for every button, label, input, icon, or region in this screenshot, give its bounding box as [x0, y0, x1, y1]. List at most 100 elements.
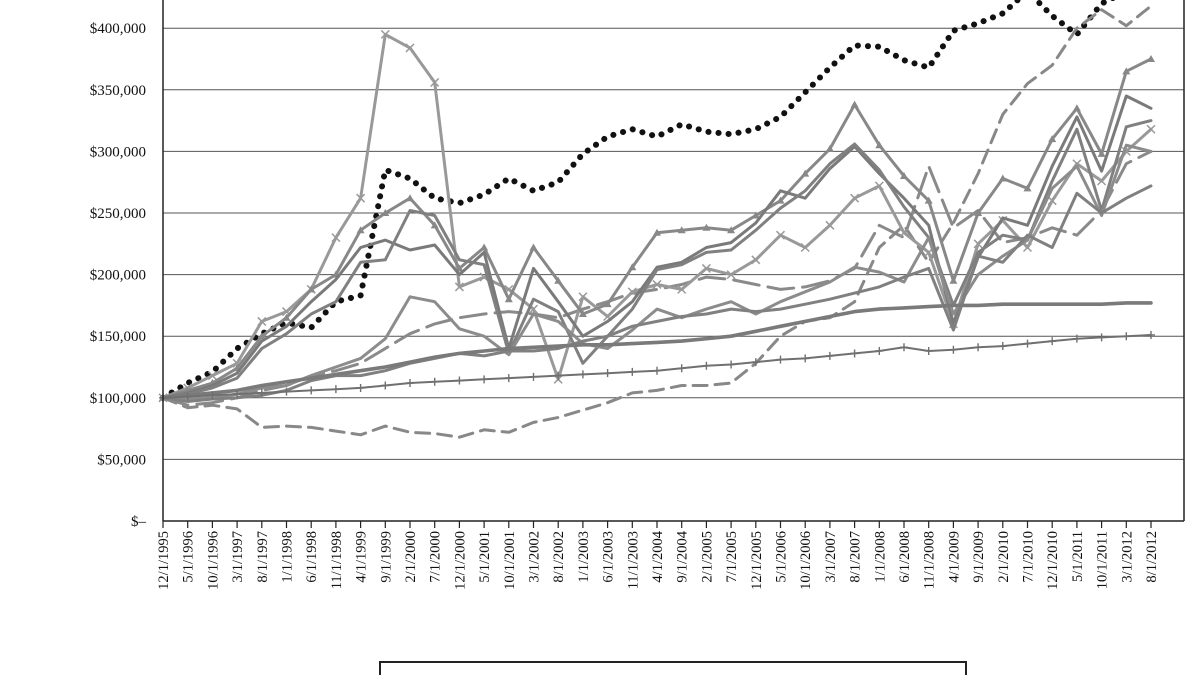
plus-marker [653, 366, 661, 375]
triangle-marker [455, 264, 464, 272]
x-tick-label: 11/1/2008 [922, 531, 938, 589]
x-axis-tick-labels: 12/1/1995 5/1/1996 10/1/1996 3/1/1997 8/1/19… [156, 530, 1160, 590]
triangle-marker [653, 228, 661, 236]
plus-marker [1122, 332, 1131, 341]
triangle-marker [406, 194, 414, 202]
plus-marker [850, 349, 859, 358]
plus-marker [998, 342, 1007, 351]
plus-marker [801, 354, 810, 363]
plus-marker [974, 343, 983, 352]
plus-marker [1147, 330, 1155, 339]
x-tick-label: 9/1/2004 [675, 530, 691, 582]
triangle-marker [702, 223, 711, 231]
plus-marker [603, 369, 612, 378]
triangle-marker [1147, 55, 1155, 62]
triangle-marker [974, 209, 983, 216]
x-tick-label: 7/1/2010 [1021, 531, 1037, 583]
triangle-marker [751, 211, 760, 219]
triangle-marker [480, 243, 489, 251]
series-11 [159, 330, 1155, 402]
plus-marker [282, 387, 291, 396]
x-tick-label: 1/1/2008 [872, 531, 888, 583]
triangle-marker [850, 100, 859, 108]
x-marker [1146, 124, 1156, 134]
plus-marker [381, 381, 390, 390]
x-tick-label: 6/1/2008 [897, 531, 913, 583]
plus-marker [430, 377, 439, 386]
x-marker [1072, 159, 1082, 169]
plus-marker [480, 375, 489, 384]
plus-marker [529, 372, 538, 381]
x-marker [850, 193, 860, 203]
x-marker [207, 371, 217, 381]
x-marker [405, 43, 415, 53]
x-tick-label: 3/1/2002 [527, 531, 543, 583]
series-line [161, 149, 1153, 407]
x-marker [973, 239, 983, 249]
plus-marker [628, 367, 637, 376]
plus-marker [727, 360, 736, 369]
triangle-marker [949, 276, 958, 284]
x-tick-label: 10/1/2006 [798, 531, 814, 590]
series-6 [161, 94, 1153, 400]
x-tick-label: 6/1/1998 [304, 531, 320, 583]
x-tick-label: 4/1/2004 [650, 530, 666, 582]
plus-marker [1097, 333, 1106, 342]
y-tick-label: $250,000 [90, 206, 146, 222]
plus-marker [455, 376, 464, 385]
series-line [161, 143, 1153, 401]
x-tick-label: 8/1/2002 [551, 531, 567, 583]
series-line [160, 0, 1116, 401]
x-marker [257, 316, 267, 326]
x-marker [652, 279, 662, 289]
triangle-marker [356, 226, 365, 234]
x-tick-label: 10/1/2011 [1095, 531, 1111, 589]
triangle-marker [529, 243, 538, 251]
plus-marker [924, 346, 933, 355]
triangle-marker [1072, 104, 1081, 112]
triangle-marker [825, 144, 834, 152]
series-7 [161, 119, 1153, 400]
series-8 [161, 143, 1153, 401]
plus-marker [554, 371, 563, 380]
triangle-marker [578, 310, 587, 318]
x-marker [356, 193, 366, 203]
plus-marker [183, 392, 192, 401]
x-marker [578, 292, 588, 302]
series-line [161, 94, 1153, 400]
triangle-marker [776, 196, 785, 204]
x-tick-label: 12/1/2010 [1045, 531, 1061, 590]
x-tick-label: 4/1/1999 [354, 531, 370, 583]
x-tick-label: 7/1/2000 [428, 531, 444, 583]
x-marker [726, 270, 736, 280]
plus-marker [751, 358, 760, 367]
y-tick-label: $400,000 [90, 21, 146, 37]
plus-marker [1072, 334, 1081, 343]
plus-marker [208, 391, 217, 400]
y-tick-label: $350,000 [90, 83, 146, 99]
plus-marker [875, 346, 884, 355]
x-tick-label: 3/1/2007 [823, 531, 839, 583]
y-tick-label: $300,000 [90, 144, 146, 160]
plus-marker [257, 388, 266, 397]
triangle-marker [727, 226, 736, 234]
x-tick-label: 2/1/2010 [996, 531, 1012, 583]
x-tick-label: 7/1/2005 [724, 531, 740, 583]
x-tick-label: 8/1/1997 [255, 531, 271, 583]
triangle-marker [282, 313, 291, 321]
plus-marker [702, 361, 711, 370]
plus-marker [949, 345, 958, 354]
x-tick-label: 10/1/2001 [502, 531, 518, 590]
x-tick-label: 5/1/2001 [477, 531, 493, 583]
x-tick-label: 5/1/2011 [1070, 531, 1086, 582]
triangle-marker [801, 169, 810, 177]
x-marker [331, 233, 341, 243]
x-tick-label: 10/1/1996 [205, 531, 221, 590]
y-tick-label: $200,000 [90, 268, 146, 284]
x-marker [775, 230, 786, 240]
x-tick-label: 5/1/1996 [181, 531, 197, 583]
y-tick-label: $150,000 [90, 329, 146, 345]
plus-marker [406, 379, 414, 388]
triangle-marker [1097, 149, 1106, 157]
